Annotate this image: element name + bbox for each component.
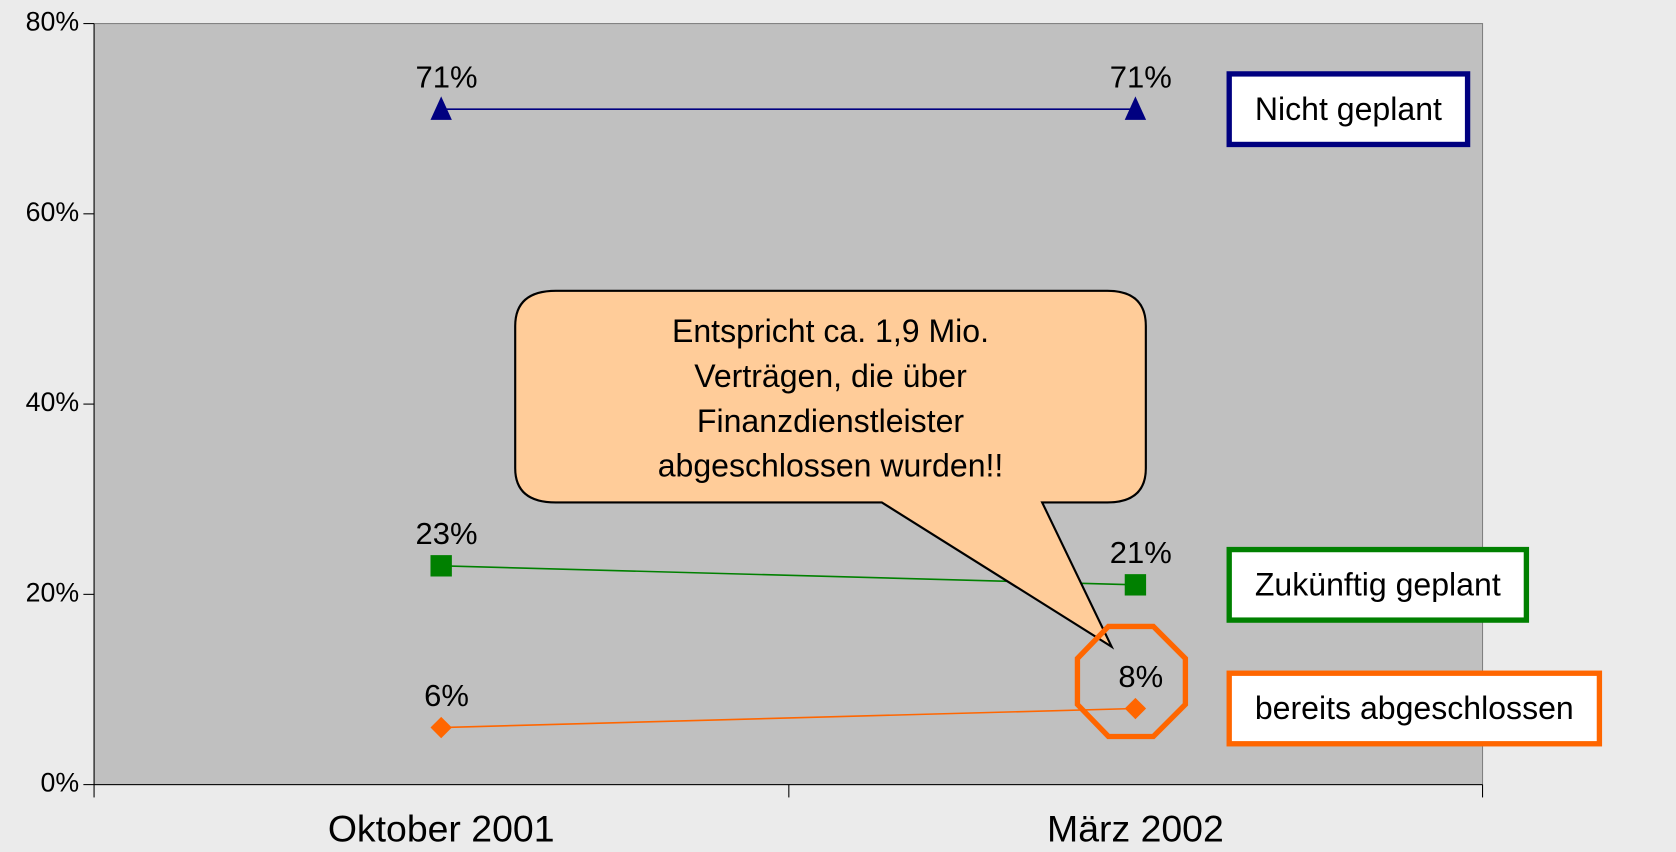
- legend-label: Nicht geplant: [1255, 91, 1442, 127]
- callout-text: Verträgen, die über: [694, 358, 967, 394]
- data-label: 23%: [416, 516, 478, 551]
- y-tick-label: 60%: [26, 197, 79, 227]
- x-tick-label: Oktober 2001: [328, 808, 555, 850]
- y-tick-label: 20%: [26, 577, 79, 607]
- y-tick-label: 80%: [26, 7, 79, 37]
- data-label: 21%: [1110, 535, 1172, 570]
- callout-text: abgeschlossen wurden!!: [658, 448, 1004, 484]
- data-label: 8%: [1118, 659, 1163, 694]
- callout: [514, 289, 1147, 650]
- legend-label: bereits abgeschlossen: [1255, 690, 1574, 726]
- callout-text: Finanzdienstleister: [697, 403, 965, 439]
- marker: [1124, 574, 1147, 596]
- marker: [1124, 96, 1147, 120]
- legend-box: [1226, 71, 1471, 148]
- y-tick-label: 40%: [26, 387, 79, 417]
- series-line: [441, 707, 1136, 729]
- x-tick-label: März 2002: [1047, 808, 1224, 850]
- legend-box: [1226, 546, 1530, 623]
- legend-label: Zukünftig geplant: [1255, 566, 1501, 602]
- data-label: 71%: [1110, 59, 1172, 94]
- highlight-octagon: [1074, 623, 1189, 740]
- data-label: 71%: [416, 59, 478, 94]
- data-label: 6%: [424, 678, 469, 713]
- legend-box: [1226, 670, 1603, 747]
- callout-text: Entspricht ca. 1,9 Mio.: [672, 313, 989, 349]
- y-tick-label: 0%: [40, 768, 79, 798]
- marker: [430, 96, 452, 120]
- text-layer: 0% 20% 40% 60% 80% Oktober 2001 März 2002 71% 71…: [26, 7, 1603, 850]
- marker: [430, 555, 452, 577]
